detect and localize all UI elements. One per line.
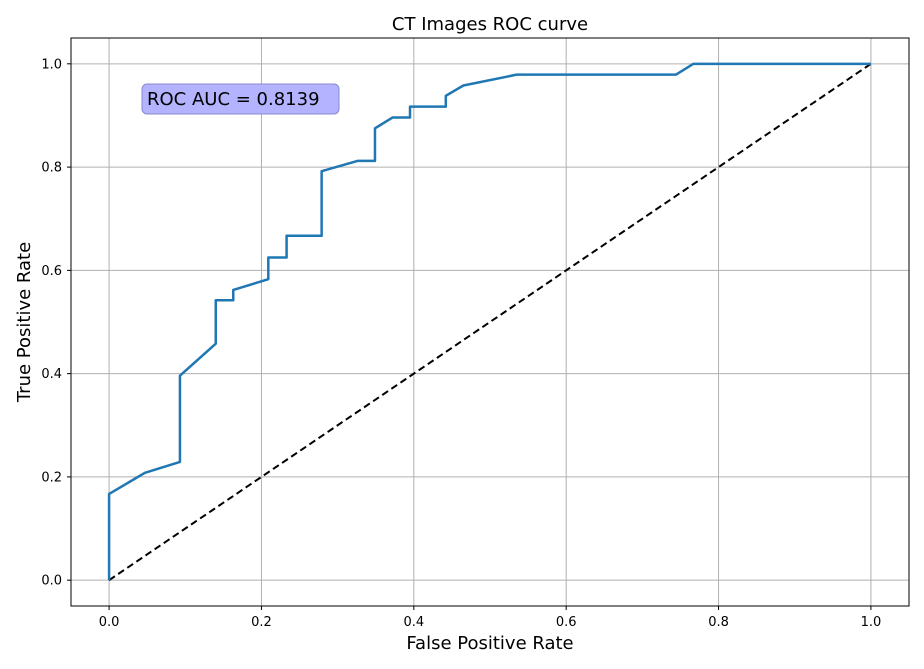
plot-frame — [70, 37, 910, 607]
roc-curve-line — [107, 62, 871, 581]
y-tick-label-3: 0.6 — [41, 264, 62, 279]
x-axis-label: False Positive Rate — [406, 633, 573, 654]
y-axis-label: True Positive Rate — [14, 242, 35, 403]
x-tick-label-1: 0.2 — [251, 615, 272, 630]
y-tick-label-1: 0.2 — [41, 470, 62, 485]
x-tick-label-4: 0.8 — [708, 615, 729, 630]
chart-title: CT Images ROC curve — [392, 14, 588, 35]
auc-annotation: ROC AUC = 0.8139 — [141, 83, 340, 115]
y-tick-label-4: 0.8 — [41, 161, 62, 176]
x-tick-label-0: 0.0 — [99, 615, 120, 630]
x-tick-label-3: 0.6 — [556, 615, 577, 630]
x-tick-label-5: 1.0 — [861, 615, 882, 630]
x-tick-label-2: 0.4 — [403, 615, 424, 630]
axis-ticks: 0.0 0.2 0.4 0.6 0.8 1.0 0.0 0.2 0.4 0.6 0.8 1.0 — [41, 57, 881, 630]
auc-annotation-box — [141, 83, 340, 115]
y-tick-label-2: 0.4 — [41, 367, 62, 382]
y-tick-label-5: 1.0 — [41, 57, 62, 72]
auc-annotation-text: ROC AUC = 0.8139 — [147, 89, 320, 110]
diagonal-reference-line — [108, 62, 872, 582]
grid-lines — [71, 38, 909, 606]
y-tick-label-0: 0.0 — [41, 574, 62, 589]
series-layer — [107, 62, 872, 582]
